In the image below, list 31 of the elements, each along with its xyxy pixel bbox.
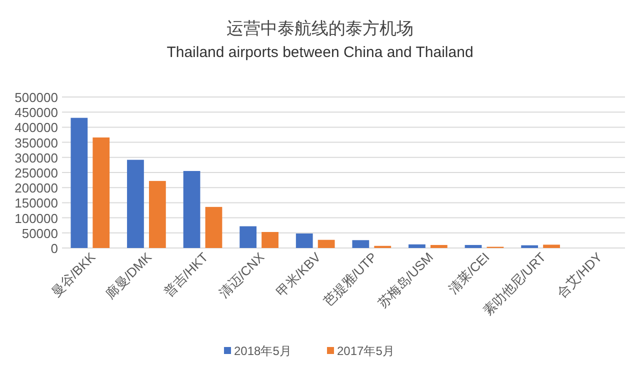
y-tick-label: 50000 (22, 226, 58, 241)
bar (430, 244, 448, 248)
y-tick-label: 0 (50, 241, 58, 256)
chart-subtitle: Thailand airports between China and Thailand (166, 44, 474, 61)
bar (240, 226, 257, 248)
y-tick-label: 400000 (14, 120, 58, 136)
bar (464, 244, 482, 248)
bar (92, 137, 110, 248)
bar (521, 245, 538, 248)
bar (127, 160, 144, 248)
bar (318, 240, 335, 248)
bar (70, 118, 88, 248)
bar (262, 232, 278, 248)
y-tick-label: 100000 (14, 210, 58, 226)
y-tick-label: 450000 (14, 105, 58, 120)
bar (183, 170, 200, 248)
y-tick-label: 150000 (14, 196, 58, 211)
legend-label: 2018年5月 (234, 344, 292, 358)
legend-label: 2017年5月 (337, 344, 394, 358)
y-tick-label: 250000 (14, 166, 58, 180)
y-tick-label: 350000 (14, 135, 58, 150)
bar (205, 206, 222, 248)
bar (148, 180, 166, 248)
y-tick-label: 500000 (14, 90, 58, 105)
bar (408, 244, 426, 248)
bar (352, 240, 370, 248)
bar (543, 244, 560, 248)
y-tick-label: 300000 (14, 150, 58, 166)
bar (296, 234, 313, 248)
chart-title: 运营中泰航线的泰方机场 (226, 19, 414, 38)
y-tick-label: 200000 (14, 180, 58, 196)
